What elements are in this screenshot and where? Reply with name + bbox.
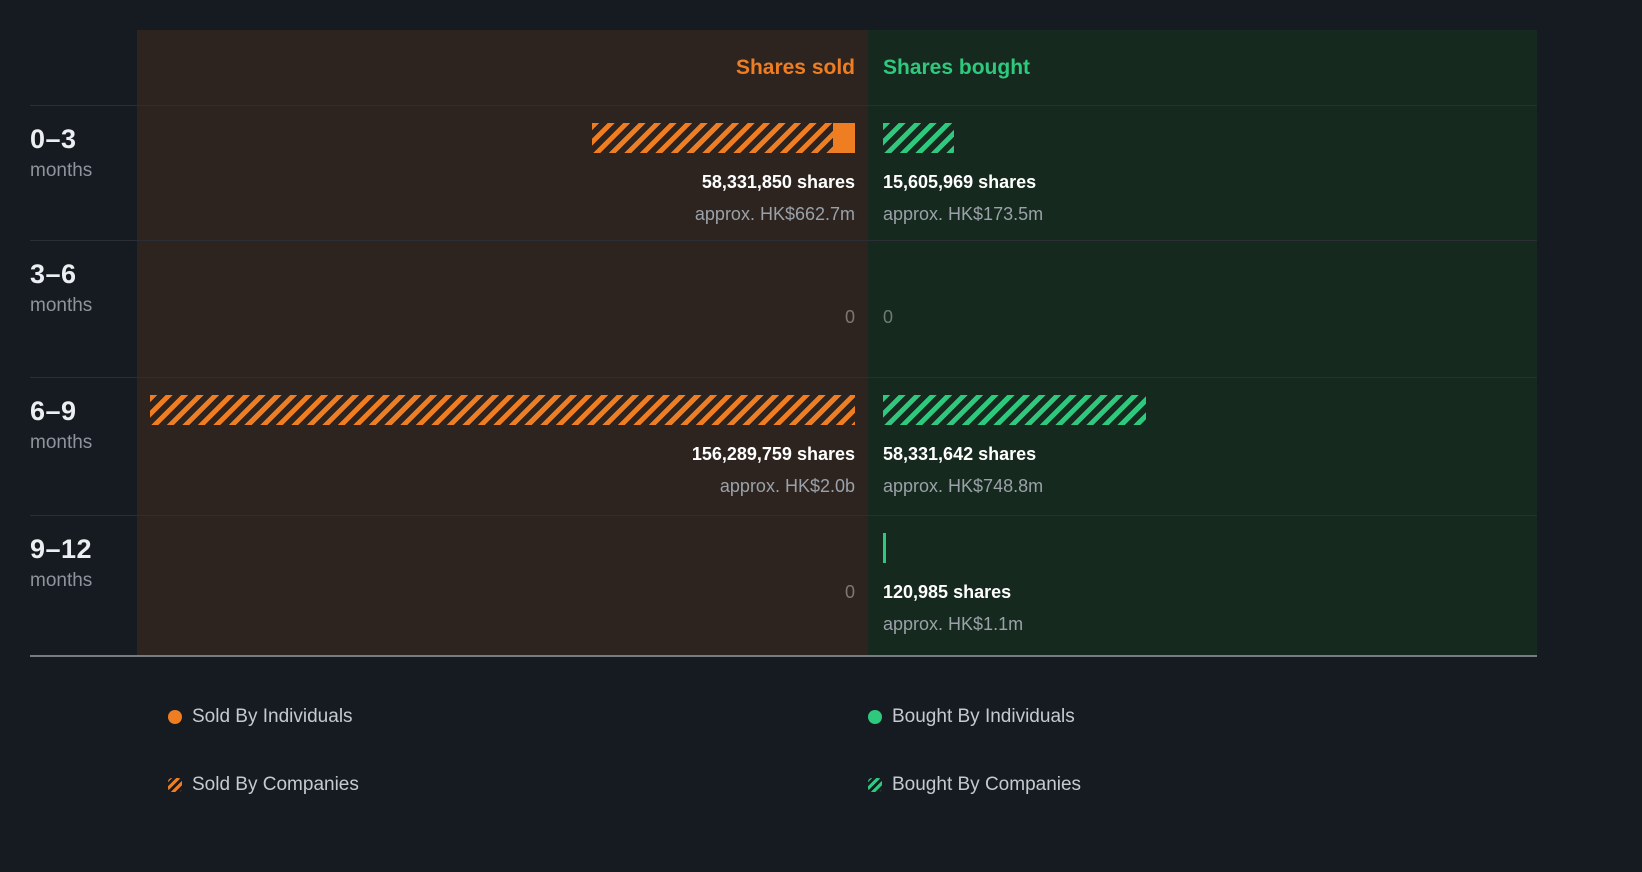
row-6-9-months: 6–9 months 156,289,759 shares approx. HK… xyxy=(30,377,1537,515)
sold-shares-value: 0 xyxy=(844,307,855,327)
legend-sold-individuals: Sold By Individuals xyxy=(168,706,868,727)
sold-shares-value: 0 xyxy=(844,582,855,602)
bought-shares-value: 120,985 shares xyxy=(883,582,1012,602)
legend-label-bought-companies: Bought By Companies xyxy=(892,774,1082,795)
shares-bought-header: Shares bought xyxy=(883,55,1031,79)
bought-companies-bar-segment[interactable] xyxy=(883,123,954,153)
sold-bar[interactable] xyxy=(150,123,855,153)
bought-shares-value: 58,331,642 shares xyxy=(883,444,1037,464)
bought-data-cell: 15,605,969 shares approx. HK$173.5m xyxy=(868,106,1537,240)
bought-approx-value: approx. HK$748.8m xyxy=(883,476,1044,496)
bought-approx-value: approx. HK$1.1m xyxy=(883,614,1024,634)
period-range: 3–6 xyxy=(30,259,77,289)
bought-companies-bar-segment[interactable] xyxy=(883,395,1146,425)
bought-data-cell: 58,331,642 shares approx. HK$748.8m xyxy=(868,378,1537,515)
header-spacer xyxy=(30,30,137,105)
sold-individuals-marker-icon xyxy=(168,710,182,724)
bought-individuals-marker-icon xyxy=(868,710,882,724)
sold-bar-empty xyxy=(150,258,855,288)
bought-shares-value: 15,605,969 shares xyxy=(883,172,1037,192)
sold-bar[interactable] xyxy=(150,395,855,425)
legend-sold-companies: Sold By Companies xyxy=(168,774,868,795)
row-9-12-months: 9–12 months 0 120,985 shares approx. HK$… xyxy=(30,515,1537,655)
bought-data-cell: 0 xyxy=(868,241,1537,377)
shares-sold-header: Shares sold xyxy=(735,55,855,79)
period-range: 6–9 xyxy=(30,396,77,426)
period-label-cell: 3–6 months xyxy=(30,241,137,377)
bought-individuals-bar-segment[interactable] xyxy=(883,533,887,563)
bought-bar-empty xyxy=(883,258,1588,288)
bought-approx-value: approx. HK$173.5m xyxy=(883,204,1044,224)
period-unit: months xyxy=(30,295,93,316)
sold-companies-marker-icon xyxy=(168,778,182,792)
bought-bar[interactable] xyxy=(883,533,1588,563)
sold-data-cell: 58,331,850 shares approx. HK$662.7m xyxy=(137,106,868,240)
period-unit: months xyxy=(30,432,93,453)
bought-header-cell: Shares bought xyxy=(868,30,1537,105)
period-label-cell: 9–12 months xyxy=(30,516,137,655)
sold-bar-empty xyxy=(150,533,855,563)
sold-approx-value: approx. HK$2.0b xyxy=(719,476,855,496)
period-range: 0–3 xyxy=(30,124,77,154)
legend: Sold By Individuals Bought By Individual… xyxy=(30,706,1642,795)
sold-individuals-bar-segment[interactable] xyxy=(833,123,855,153)
bought-companies-marker-icon xyxy=(868,778,882,792)
period-unit: months xyxy=(30,160,93,181)
legend-label-sold-companies: Sold By Companies xyxy=(192,774,359,795)
legend-label-sold-individuals: Sold By Individuals xyxy=(192,706,353,727)
sold-data-cell: 0 xyxy=(137,516,868,655)
chart-grid: Shares sold Shares bought 0–3 months 58,… xyxy=(30,30,1537,657)
period-label-cell: 0–3 months xyxy=(30,106,137,240)
period-unit: months xyxy=(30,570,93,591)
bought-data-cell: 120,985 shares approx. HK$1.1m xyxy=(868,516,1537,655)
row-0-3-months: 0–3 months 58,331,850 shares approx. HK$… xyxy=(30,105,1537,240)
bought-bar[interactable] xyxy=(883,123,1588,153)
bought-shares-value: 0 xyxy=(883,307,894,327)
legend-bought-companies: Bought By Companies xyxy=(868,774,1642,795)
period-label-cell: 6–9 months xyxy=(30,378,137,515)
sold-header-cell: Shares sold xyxy=(137,30,868,105)
bought-bar[interactable] xyxy=(883,395,1588,425)
sold-shares-value: 58,331,850 shares xyxy=(701,172,855,192)
legend-bought-individuals: Bought By Individuals xyxy=(868,706,1642,727)
sold-companies-bar-segment[interactable] xyxy=(150,395,855,425)
sold-shares-value: 156,289,759 shares xyxy=(691,444,855,464)
chart-header-row: Shares sold Shares bought xyxy=(30,30,1537,105)
row-3-6-months: 3–6 months 0 0 xyxy=(30,240,1537,377)
sold-companies-bar-segment[interactable] xyxy=(592,123,834,153)
period-range: 9–12 xyxy=(30,534,93,564)
sold-data-cell: 156,289,759 shares approx. HK$2.0b xyxy=(137,378,868,515)
legend-label-bought-individuals: Bought By Individuals xyxy=(892,706,1075,727)
sold-data-cell: 0 xyxy=(137,241,868,377)
sold-approx-value: approx. HK$662.7m xyxy=(694,204,855,224)
